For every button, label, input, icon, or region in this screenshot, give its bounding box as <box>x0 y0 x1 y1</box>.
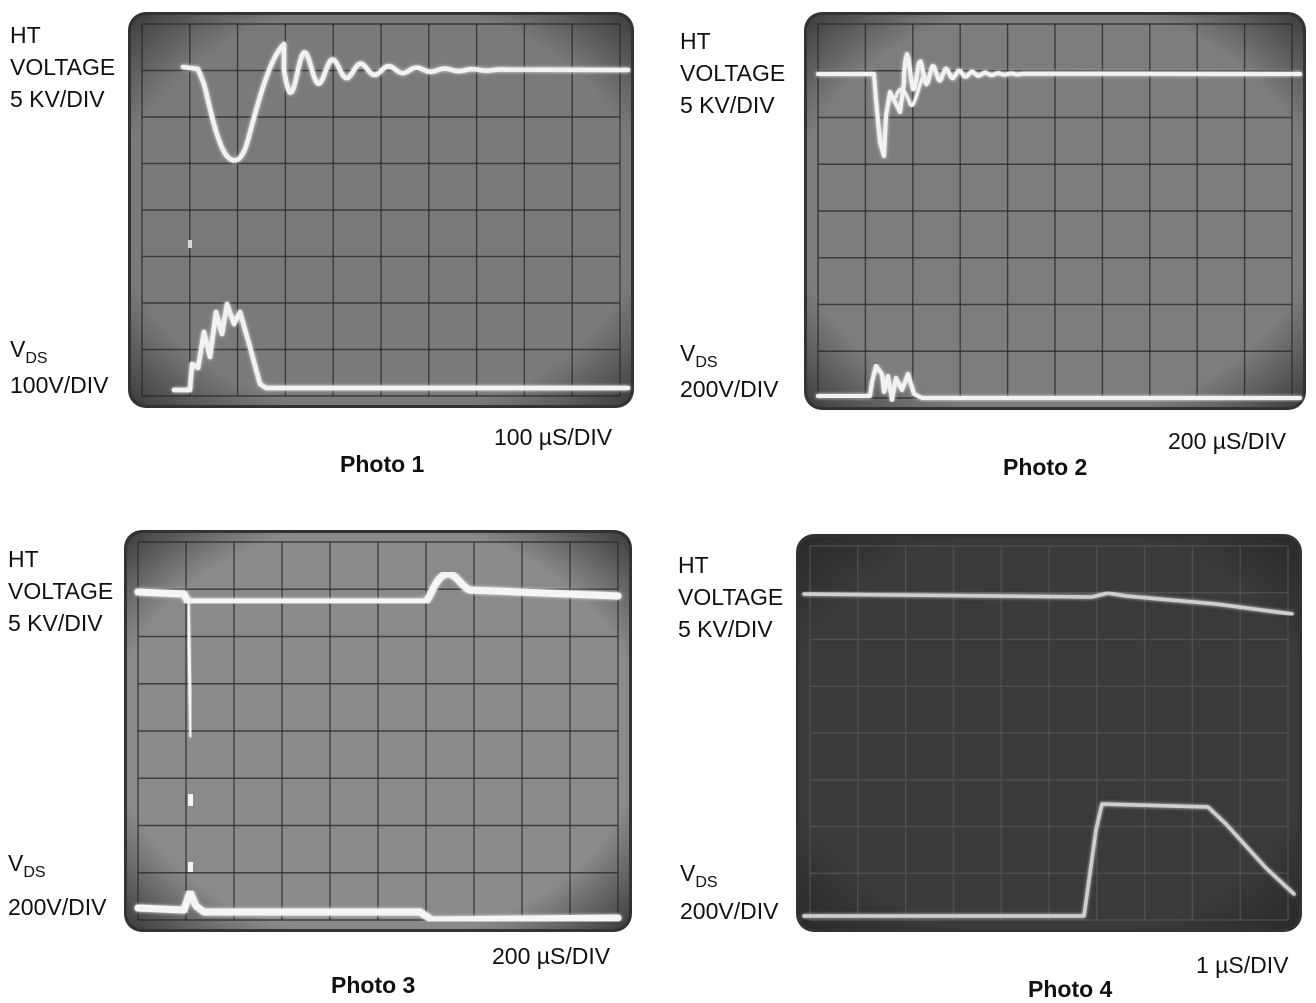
ht-voltage-trace <box>816 52 1302 158</box>
oscilloscope-screen <box>804 12 1306 410</box>
vds-trace <box>134 888 622 924</box>
photo-caption: Photo 4 <box>1028 976 1113 1002</box>
vds-label-symbol: VDS <box>10 336 48 367</box>
ht-label-line2: VOLTAGE <box>680 60 786 86</box>
ht-label-line2: VOLTAGE <box>678 584 784 610</box>
oscilloscope-screen <box>124 530 632 932</box>
ht-label-line1: HT <box>678 552 709 578</box>
timebase-label: 100 µS/DIV <box>494 424 613 450</box>
timebase-label: 1 µS/DIV <box>1196 952 1289 978</box>
ht-label-line3: 5 KV/DIV <box>678 616 773 642</box>
ht-label-line3: 5 KV/DIV <box>10 86 105 112</box>
trace-dot <box>188 794 193 806</box>
ht-label-line1: HT <box>10 22 41 48</box>
ht-label-line1: HT <box>680 28 711 54</box>
oscilloscope-screen <box>128 12 634 408</box>
vds-label-symbol: VDS <box>8 850 46 881</box>
ht-label-line2: VOLTAGE <box>10 54 116 80</box>
photo-caption: Photo 3 <box>331 972 416 998</box>
ht-label-line3: 5 KV/DIV <box>8 610 103 636</box>
vds-label-scale: 200V/DIV <box>680 376 779 402</box>
vds-label-symbol: VDS <box>680 860 718 891</box>
ht-label-line3: 5 KV/DIV <box>680 92 775 118</box>
vds-label-symbol: VDS <box>680 340 718 371</box>
vds-trace <box>171 301 631 393</box>
ht-voltage-trace <box>802 591 1294 616</box>
timebase-label: 200 µS/DIV <box>1168 428 1287 454</box>
photo-caption: Photo 1 <box>340 451 425 477</box>
vds-trace <box>816 364 1302 402</box>
vds-label-scale: 100V/DIV <box>10 372 109 398</box>
ht-voltage-trace <box>134 570 622 606</box>
timebase-label: 200 µS/DIV <box>492 943 611 969</box>
trace-dot <box>188 240 192 248</box>
vds-label-scale: 200V/DIV <box>680 898 779 924</box>
ht-label-line1: HT <box>8 546 39 572</box>
ht-voltage-trace-fall <box>186 598 193 738</box>
oscilloscope-screen <box>796 534 1302 932</box>
vds-label-scale: 200V/DIV <box>8 894 107 920</box>
photo-caption: Photo 2 <box>1003 454 1088 480</box>
ht-voltage-trace <box>180 41 631 163</box>
ht-voltage-trace-overlay <box>894 72 926 108</box>
vds-trace <box>802 802 1296 918</box>
ht-label-line2: VOLTAGE <box>8 578 114 604</box>
trace-dot <box>188 862 193 872</box>
